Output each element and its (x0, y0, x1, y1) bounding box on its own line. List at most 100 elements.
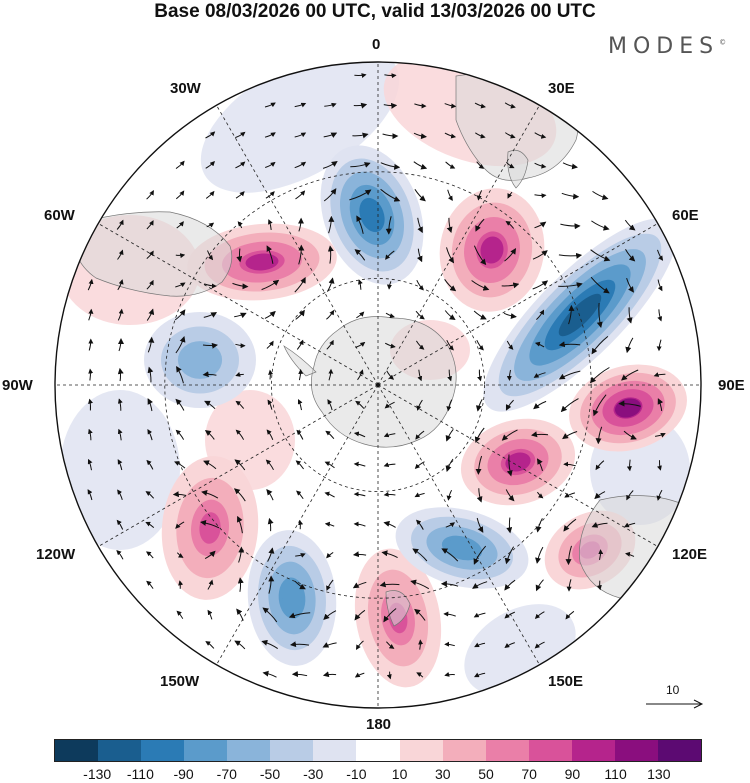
wind-vector (501, 282, 520, 289)
wind-vectors (87, 73, 666, 680)
wind-vector (234, 640, 246, 650)
wind-vector (657, 398, 664, 412)
wind-vector (298, 368, 304, 381)
wind-vector (383, 432, 396, 438)
colorbar-swatch (571, 740, 615, 761)
reference-vector-label: 10 (666, 683, 680, 697)
wind-vector (625, 551, 635, 557)
wind-vector (200, 519, 220, 529)
wind-vector (416, 399, 423, 411)
wind-vector (201, 490, 219, 499)
wind-vector (88, 428, 93, 441)
wind-vector (653, 372, 666, 377)
wind-vector (534, 162, 547, 169)
wind-vector (415, 340, 425, 350)
wind-vector (503, 312, 517, 320)
wind-vector (501, 429, 518, 441)
wind-vector (267, 399, 273, 410)
colorbar-tick-label: -50 (259, 766, 281, 782)
wind-vector (591, 522, 608, 528)
wind-vector (207, 609, 213, 620)
wind-vector (322, 642, 337, 648)
wind-vector (324, 461, 335, 469)
wind-vector (536, 458, 543, 472)
wind-vector (476, 339, 484, 351)
wind-vector (353, 102, 368, 109)
wind-vector (146, 459, 154, 470)
wind-vector (657, 249, 664, 261)
wind-vector (592, 394, 607, 417)
wind-vector (175, 336, 186, 354)
wind-vector (590, 276, 610, 294)
wind-vector (558, 252, 583, 259)
colorbar-swatch (614, 740, 658, 761)
wind-vector (380, 162, 401, 170)
wind-vector (356, 311, 365, 319)
wind-vector (444, 279, 457, 292)
wind-vector (323, 188, 337, 202)
colorbar-tick-label: 130 (647, 766, 671, 782)
wind-vector (202, 342, 218, 349)
lon-label-0: 0 (372, 36, 381, 53)
wind-vector (355, 341, 366, 348)
wind-vector (267, 547, 275, 562)
wind-vector (234, 459, 246, 471)
wind-vector (268, 575, 275, 594)
wind-vector (385, 312, 395, 319)
wind-vector (446, 247, 455, 264)
wind-vector (413, 161, 428, 170)
wind-vector (535, 518, 543, 533)
wind-vector (475, 455, 483, 475)
wind-vector (379, 581, 400, 588)
wind-vector (264, 132, 276, 138)
wind-vector (206, 222, 215, 228)
wind-vector (598, 549, 604, 561)
copyright-mark: © (719, 38, 727, 47)
wind-vector (558, 282, 583, 288)
wind-vector (384, 342, 396, 349)
wind-vector (384, 73, 397, 79)
wind-vector (618, 400, 641, 407)
wind-vector (146, 250, 154, 259)
wind-vector (294, 102, 307, 108)
wind-vector (174, 309, 186, 321)
wind-vector (505, 489, 515, 502)
wind-vector (534, 221, 547, 229)
wind-vector (350, 162, 371, 168)
colorbar-tick-label: 10 (391, 766, 408, 782)
wind-vector (235, 429, 245, 440)
wind-vector (385, 216, 392, 235)
wind-vector (358, 279, 363, 290)
wind-vector (296, 490, 304, 500)
wind-vector (203, 460, 217, 470)
wind-vector (655, 433, 666, 438)
wind-vector (266, 245, 274, 264)
wind-vector (444, 310, 456, 321)
wind-vector (446, 339, 454, 351)
wind-vector (235, 371, 244, 377)
wind-vector (295, 309, 305, 320)
wind-vector (295, 460, 305, 470)
wind-vector (445, 161, 456, 169)
wind-vector (328, 215, 335, 234)
lon-label-60e: 60E (672, 207, 699, 224)
wind-vector (444, 641, 455, 647)
wind-vector (234, 312, 247, 319)
wind-vector (88, 308, 94, 321)
wind-vector (205, 190, 215, 199)
wind-vector (237, 515, 243, 534)
wind-vector (296, 339, 304, 350)
wind-vector (323, 610, 337, 621)
colorbar-tick-label: 110 (604, 766, 627, 782)
wind-vector (657, 279, 663, 292)
wind-vector (506, 517, 513, 534)
wind-vector (236, 608, 244, 621)
wind-vector (386, 281, 392, 290)
wind-vector (591, 336, 609, 355)
anomaly-center (480, 236, 504, 264)
wind-vector (558, 370, 581, 380)
wind-vector (558, 341, 581, 348)
lon-label-30e: 30E (548, 80, 575, 97)
colorbar-tick-label: -70 (216, 766, 237, 782)
wind-vector (415, 430, 425, 440)
